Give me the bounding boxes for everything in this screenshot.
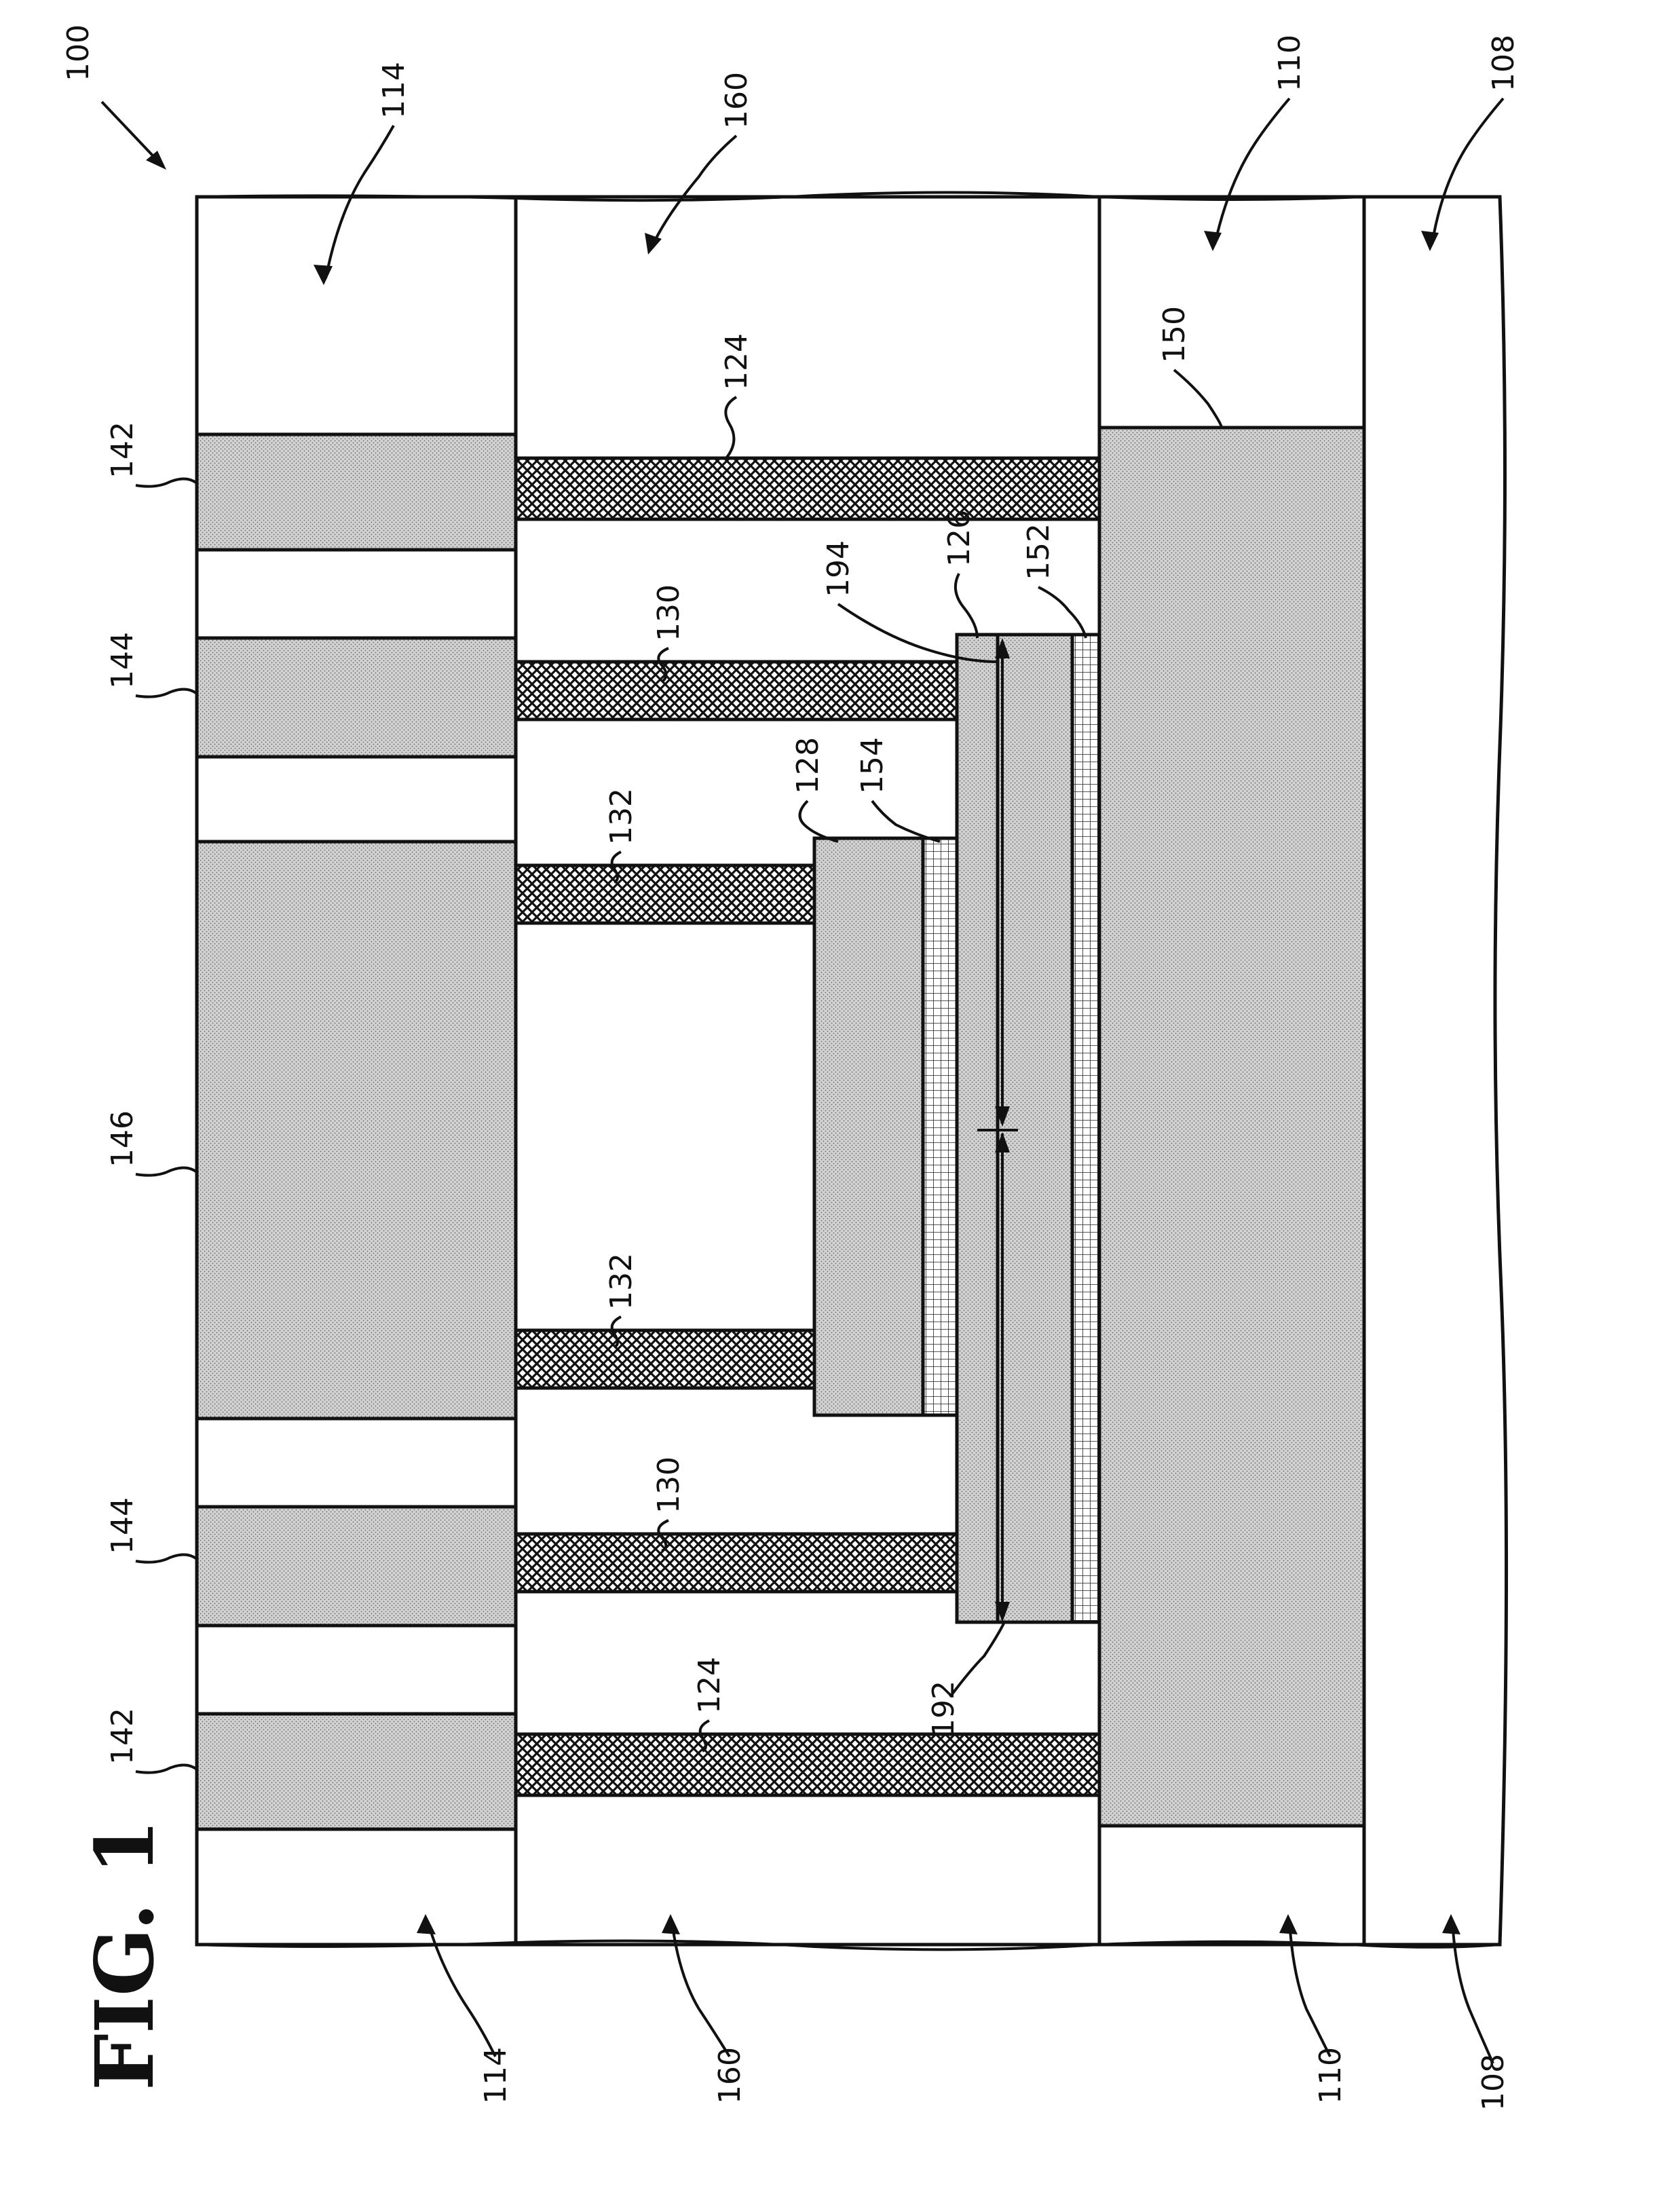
region-126-outer: [957, 635, 998, 1622]
region-150: [1099, 428, 1364, 1826]
region-142-top: [197, 434, 516, 550]
leader-142-top: [136, 479, 197, 486]
ref-label-144-top: 144: [105, 632, 140, 689]
ref-label-124-bottom: 124: [692, 1657, 727, 1714]
leader-142-bottom: [136, 1765, 197, 1772]
gap-144-142-bottom: [197, 1626, 516, 1714]
ref-label-144-bottom: 144: [105, 1497, 140, 1554]
ref-label-150: 150: [1157, 306, 1192, 363]
region-154: [923, 838, 957, 1415]
region-146: [197, 842, 516, 1419]
ref-label-132-top: 132: [604, 788, 639, 845]
leader-144-top: [136, 689, 197, 696]
layer-110-top: [1099, 197, 1364, 428]
gap-144-146-top: [197, 757, 516, 842]
ref-label-110-top: 110: [1272, 35, 1307, 92]
gap-142-144-top: [197, 550, 516, 638]
region-124-top: [516, 458, 1099, 519]
layer-160: [516, 197, 1099, 1945]
region-132-bottom: [516, 1330, 814, 1388]
region-124-bottom: [516, 1734, 1099, 1795]
ref-label-130-bottom: 130: [652, 1457, 686, 1514]
ref-label-152: 152: [1021, 523, 1056, 580]
ref-label-130-top: 130: [652, 584, 686, 641]
ref-label-132-bottom: 132: [604, 1253, 639, 1310]
ref-label-142-top: 142: [105, 421, 140, 479]
layer-114-region-bottom: [197, 1829, 516, 1945]
ref-label-124-top: 124: [719, 333, 754, 390]
ref-label-194: 194: [821, 540, 856, 597]
ref-label-108-top: 108: [1486, 35, 1521, 92]
layer-114: [197, 197, 516, 1945]
ref-label-114-top: 114: [377, 62, 411, 119]
leader-144-bottom: [136, 1554, 197, 1562]
region-142-bottom: [197, 1714, 516, 1829]
layer-110: [1099, 197, 1364, 1945]
gap-146-144-bottom: [197, 1419, 516, 1507]
region-152: [1072, 635, 1099, 1622]
layer-108: [1364, 197, 1507, 1945]
ref-label-100: 100: [61, 24, 96, 81]
region-130-bottom: [516, 1534, 957, 1592]
ref-label-126: 126: [942, 510, 977, 567]
ref-label-154: 154: [855, 737, 890, 794]
ref-label-160-top: 160: [719, 72, 754, 129]
region-144-top: [197, 638, 516, 757]
layer-110-bottom: [1099, 1826, 1364, 1945]
layer-114-region-top: [197, 197, 516, 434]
figure-title: FIG. 1: [77, 1819, 172, 2091]
ref-label-128: 128: [791, 737, 825, 794]
ref-label-142-bottom: 142: [105, 1708, 140, 1765]
region-128: [814, 838, 923, 1415]
region-126-inner: [998, 635, 1072, 1622]
ref-label-146: 146: [105, 1110, 140, 1167]
region-144-bottom: [197, 1507, 516, 1626]
region-132-top: [516, 865, 814, 923]
region-130-top: [516, 662, 957, 719]
leader-146: [136, 1167, 197, 1175]
